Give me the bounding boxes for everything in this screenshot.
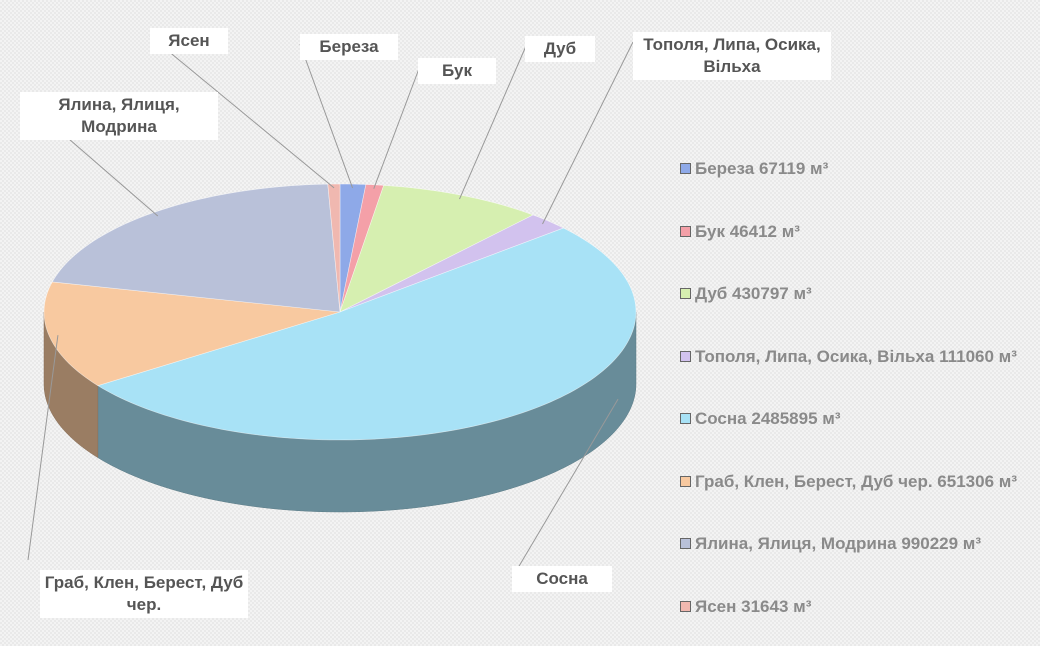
callout-label: Ясен: [150, 28, 228, 54]
leader-line: [511, 398, 619, 579]
leader-line: [542, 41, 634, 225]
legend-name: Граб, Клен, Берест, Дуб чер.: [695, 471, 933, 491]
legend-entry: Граб, Клен, Берест, Дуб чер. 651306 м³: [680, 471, 1036, 493]
legend-swatch: [680, 288, 691, 299]
slice: [43, 281, 341, 386]
legend-swatch: [680, 163, 691, 174]
legend-name: Бук: [695, 221, 725, 241]
legend-entry: Дуб 430797 м³: [680, 283, 1036, 305]
callout-label: Береза: [300, 34, 398, 60]
callout-label: Сосна: [512, 566, 612, 592]
legend-entry: Ясен 31643 м³: [680, 596, 1036, 618]
callout-label: Граб, Клен, Берест, Дуб чер.: [40, 570, 248, 618]
callout-label: Ялина, Ялиця, Модрина: [20, 92, 218, 140]
legend-swatch: [680, 475, 691, 487]
slice: [339, 214, 565, 313]
legend-value: 31643 м³: [741, 596, 812, 616]
legend-name: Ялина, Ялиця, Модрина: [695, 534, 897, 553]
legend-swatch: [680, 225, 691, 237]
legend-name: Сосна: [695, 409, 747, 428]
leader-line: [459, 45, 527, 200]
legend-value: 651306 м³: [937, 471, 1017, 491]
slice: [51, 183, 341, 313]
leader-line: [373, 65, 421, 189]
legend-value: 46412 м³: [729, 221, 800, 241]
legend-value: 111060 м³: [939, 346, 1017, 366]
legend-entry: Ялина, Ялиця, Модрина 990229 м³: [680, 533, 1036, 555]
legend-value: 67119 м³: [758, 159, 829, 178]
legend-value: 990229 м³: [901, 534, 982, 553]
leader-line: [149, 35, 335, 189]
legend-value: 2485895 м³: [751, 409, 841, 428]
leader-line: [27, 335, 59, 561]
legend-name: Береза: [695, 159, 755, 178]
legend-entry: Береза 67119 м³: [680, 158, 1036, 180]
slice: [339, 185, 534, 313]
legend-value: 430797 м³: [732, 284, 812, 303]
legend-swatch: [680, 538, 691, 549]
callout-label: Бук: [418, 58, 496, 84]
slice: [97, 227, 637, 441]
legend-swatch: [680, 350, 691, 362]
slice: [327, 183, 341, 313]
legend-entry: Бук 46412 м³: [680, 221, 1036, 243]
legend-swatch: [680, 600, 691, 612]
legend-name: Дуб: [695, 284, 728, 303]
legend-swatch: [680, 413, 691, 424]
leader-line: [299, 43, 354, 189]
legend-entry: Тополя, Липа, Осика, Вільха 111060 м³: [680, 346, 1036, 368]
legend-name: Тополя, Липа, Осика, Вільха: [695, 346, 935, 366]
callout-label: Тополя, Липа, Осика, Вільха: [633, 32, 831, 80]
legend-name: Ясен: [695, 596, 737, 616]
legend-entry: Сосна 2485895 м³: [680, 408, 1036, 430]
callout-label: Дуб: [525, 36, 595, 62]
